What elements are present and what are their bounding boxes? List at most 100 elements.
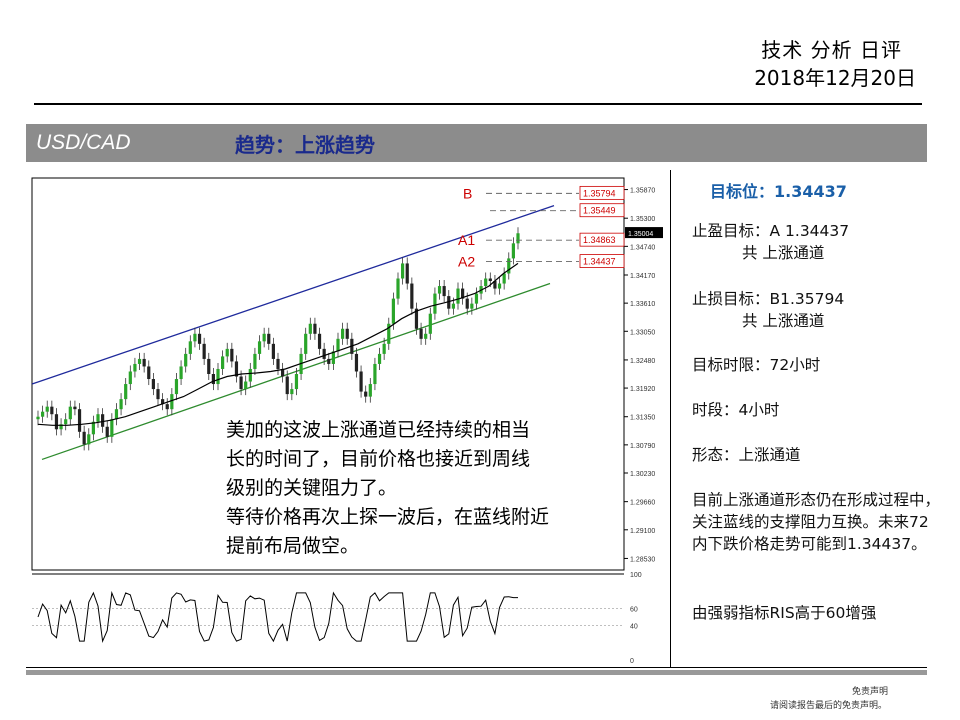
candle-body	[290, 389, 294, 395]
candle-body	[502, 273, 506, 284]
candle-body	[271, 343, 275, 359]
take-profit: 止盈目标：A 1.34437 共 上涨通道	[692, 220, 849, 264]
level-tag-value: 1.34863	[583, 235, 616, 245]
candle-body	[497, 283, 502, 289]
candle-body	[193, 333, 197, 342]
level-label: A2	[458, 254, 475, 270]
level-tag-box	[579, 254, 625, 268]
candle-body	[239, 376, 243, 390]
candle-body	[156, 389, 160, 400]
level-tag-box	[579, 185, 625, 200]
candle-body	[461, 288, 465, 299]
candle-body	[511, 243, 515, 259]
commentary-line: 提前布局做空。	[226, 535, 360, 557]
candle-body	[442, 286, 446, 297]
candle-body	[221, 356, 225, 369]
level-tag-box	[579, 232, 625, 247]
candle-body	[285, 376, 289, 395]
chart-bottom-border	[26, 667, 927, 668]
candle-body	[184, 353, 188, 367]
candle-body	[493, 281, 497, 289]
candle-body	[294, 374, 299, 390]
indicator-line	[37, 590, 518, 643]
candle-body	[64, 419, 68, 425]
header-divider	[34, 103, 922, 105]
target-level: 目标位：1.34437	[710, 182, 847, 201]
candle-body	[327, 358, 331, 364]
candle-body	[197, 333, 202, 344]
candle-body	[211, 374, 215, 385]
stop-loss-line: 止损目标：B1.35794	[692, 290, 845, 308]
candle-body	[313, 323, 317, 334]
candle-body	[91, 421, 95, 435]
candle-body	[447, 296, 451, 309]
pattern: 形态：上涨通道	[692, 446, 801, 464]
candle-body	[387, 323, 391, 344]
current-price-value: 1.35004	[628, 231, 653, 238]
y-tick-label: 1.35870	[630, 188, 655, 195]
candle-body	[304, 333, 308, 354]
candle-body	[151, 379, 155, 390]
y-tick-label: 1.31350	[630, 415, 655, 422]
candle-body	[322, 348, 326, 359]
commentary: 美加的这波上涨通道已经持续的相当 长的时间了，目前价格也接近到周线 级别的关键阻…	[226, 416, 636, 561]
candle-body	[456, 288, 460, 304]
analysis-text: 目前上涨通道形态仍在形成过程中，关注蓝线的支撑阻力互换。未来72内下跌价格走势可…	[692, 491, 941, 553]
trend-label: 趋势：上涨趋势	[235, 133, 375, 157]
candle-body	[202, 343, 206, 359]
candle-body	[133, 363, 137, 372]
y-tick-label: 1.34170	[630, 273, 655, 280]
indicator-tick-label: 60	[630, 606, 638, 613]
candle-body	[110, 419, 114, 437]
candle-body	[161, 399, 165, 405]
candle-body	[267, 333, 271, 344]
candle-body	[68, 406, 72, 420]
candle-body	[234, 361, 239, 377]
candle-body	[405, 263, 409, 284]
y-tick-label: 1.29660	[630, 500, 655, 507]
candle-body	[364, 391, 368, 397]
candle-body	[101, 414, 105, 427]
commentary-line: 美加的这波上涨通道已经持续的相当	[226, 419, 531, 441]
candle-body	[114, 409, 119, 420]
candle-body	[257, 341, 262, 354]
level-tag-value: 1.35794	[583, 188, 616, 198]
commentary-line: 长的时间了，目前价格也接近到周线	[226, 448, 531, 470]
candle-body	[119, 399, 123, 410]
candle-body	[165, 404, 169, 410]
candle-body	[142, 358, 146, 367]
disclaimer-note: 请阅读报告最后的免责声明。	[770, 701, 888, 711]
candle-body	[188, 341, 192, 354]
level-tag-value: 1.34437	[583, 257, 616, 267]
y-tick-label: 1.33610	[630, 301, 655, 308]
current-price-tag	[625, 227, 663, 239]
price-chart: 1.35870 1.35300 1.34740 1.34170 1.33610 1.330…	[26, 170, 671, 666]
level-label: B	[463, 185, 472, 201]
candle-body	[262, 333, 266, 342]
candle-body	[96, 414, 100, 422]
candle-body	[82, 431, 86, 445]
y-tick-label: 1.34740	[630, 244, 655, 251]
candle-body	[345, 328, 349, 339]
candle-body	[281, 368, 285, 377]
indicator-tick-label: 0	[630, 658, 634, 665]
candle-body	[470, 303, 474, 309]
candle-body	[401, 263, 405, 279]
candle-body	[216, 368, 220, 385]
candle-body	[77, 409, 82, 432]
y-tick-label: 1.31920	[630, 386, 655, 393]
candle-body	[230, 348, 234, 362]
candle-body	[244, 381, 248, 390]
candle-body	[373, 363, 377, 385]
stop-loss-note: 共 上涨通道	[742, 312, 825, 330]
candle-body	[377, 353, 382, 364]
candle-body	[87, 434, 91, 445]
candle-body	[59, 424, 63, 430]
price-plot-frame	[31, 177, 625, 571]
candle-body	[428, 313, 432, 334]
candle-body	[317, 333, 322, 349]
commentary-line: 级别的关键阻力了。	[226, 477, 398, 499]
footer-strip	[26, 670, 927, 675]
candle-body	[474, 293, 479, 304]
indicator-tick-label: 40	[630, 624, 638, 631]
